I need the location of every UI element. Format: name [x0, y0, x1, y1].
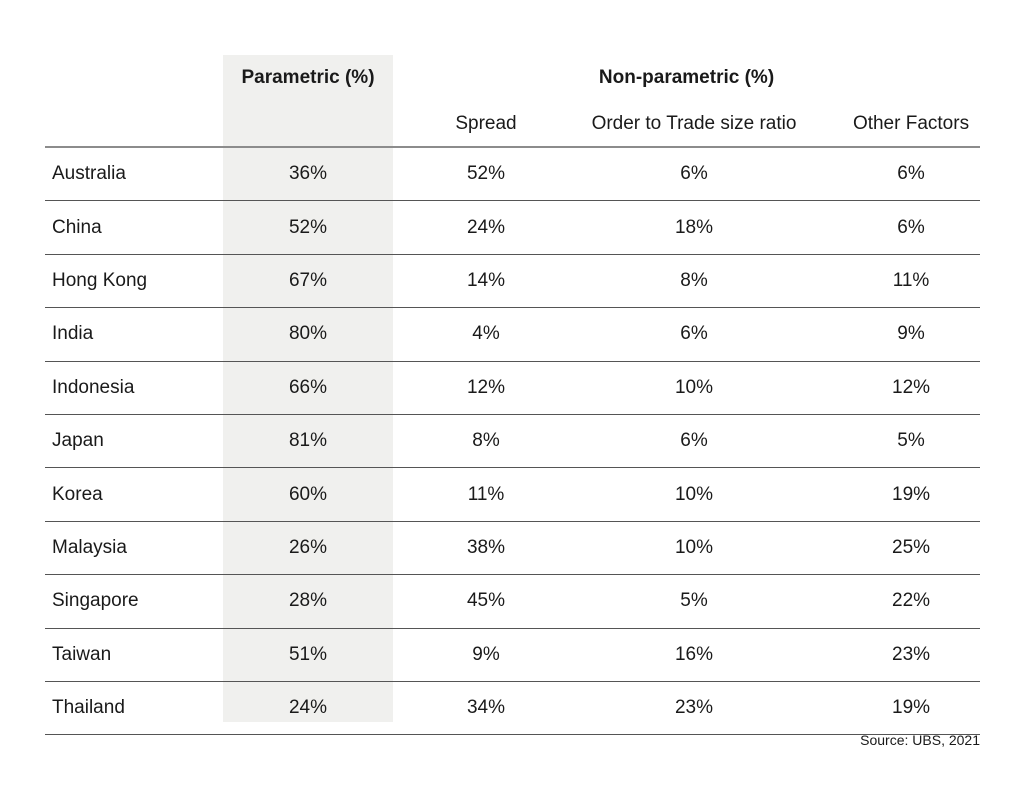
value-cell: 9% — [393, 628, 579, 682]
table-row: China 52% 24% 18% 6% — [45, 200, 981, 255]
country-cell: Hong Kong — [45, 254, 223, 309]
spacer-cell — [223, 101, 393, 148]
source-note: Source: UBS, 2021 — [860, 732, 980, 748]
value-cell: 19% — [809, 467, 981, 522]
value-cell: 52% — [223, 200, 393, 255]
value-cell: 38% — [393, 521, 579, 576]
value-cell: 4% — [393, 307, 579, 362]
value-cell: 66% — [223, 361, 393, 415]
table-body: Australia 36% 52% 6% 6% China 52% 24% 18% 6% Hong … — [45, 147, 981, 736]
country-cell: Indonesia — [45, 361, 223, 415]
subheader-order-to-trade-size-ratio: Order to Trade size ratio — [579, 101, 809, 148]
value-cell: 25% — [809, 521, 981, 576]
table-row: Hong Kong 67% 14% 8% 11% — [45, 254, 981, 309]
value-cell: 6% — [809, 147, 981, 202]
value-cell: 6% — [579, 147, 809, 202]
value-cell: 14% — [393, 254, 579, 309]
table-row: Japan 81% 8% 6% 5% — [45, 414, 981, 469]
value-cell: 81% — [223, 414, 393, 469]
value-cell: 11% — [809, 254, 981, 309]
group-header-row: Parametric (%) Non-parametric (%) — [45, 55, 980, 101]
sub-header-row: Spread Order to Trade size ratio Other F… — [45, 101, 981, 148]
value-cell: 80% — [223, 307, 393, 362]
table-row: India 80% 4% 6% 9% — [45, 307, 981, 362]
value-cell: 16% — [579, 628, 809, 682]
table-row: Korea 60% 11% 10% 19% — [45, 467, 981, 522]
country-cell: India — [45, 307, 223, 362]
subheader-other-factors: Other Factors — [809, 101, 981, 148]
subheader-spread: Spread — [393, 101, 579, 148]
value-cell: 10% — [579, 467, 809, 522]
value-cell: 6% — [579, 307, 809, 362]
value-cell: 5% — [809, 414, 981, 469]
value-cell: 67% — [223, 254, 393, 309]
table-row: Indonesia 66% 12% 10% 12% — [45, 361, 981, 415]
table-row: Malaysia 26% 38% 10% 25% — [45, 521, 981, 576]
country-cell: Malaysia — [45, 521, 223, 576]
parametric-header: Parametric (%) — [241, 67, 375, 88]
value-cell: 5% — [579, 574, 809, 629]
value-cell: 22% — [809, 574, 981, 629]
country-cell: Australia — [45, 147, 223, 202]
value-cell: 12% — [393, 361, 579, 415]
value-cell: 10% — [579, 361, 809, 415]
value-cell: 10% — [579, 521, 809, 576]
value-cell: 26% — [223, 521, 393, 576]
table-row: Taiwan 51% 9% 16% 23% — [45, 628, 981, 682]
value-cell: 23% — [809, 628, 981, 682]
value-cell: 8% — [393, 414, 579, 469]
country-cell: Thailand — [45, 681, 223, 736]
country-cell: Taiwan — [45, 628, 223, 682]
value-cell: 24% — [223, 681, 393, 736]
value-cell: 11% — [393, 467, 579, 522]
value-cell: 8% — [579, 254, 809, 309]
value-cell: 60% — [223, 467, 393, 522]
country-cell: Japan — [45, 414, 223, 469]
value-cell: 19% — [809, 681, 981, 736]
table-row: Singapore 28% 45% 5% 22% — [45, 574, 981, 629]
value-cell: 6% — [579, 414, 809, 469]
value-cell: 28% — [223, 574, 393, 629]
value-cell: 45% — [393, 574, 579, 629]
value-cell: 34% — [393, 681, 579, 736]
value-cell: 52% — [393, 147, 579, 202]
value-cell: 51% — [223, 628, 393, 682]
value-cell: 24% — [393, 200, 579, 255]
country-cell: China — [45, 200, 223, 255]
value-cell: 18% — [579, 200, 809, 255]
value-cell: 6% — [809, 200, 981, 255]
spacer-cell — [45, 101, 223, 148]
value-cell: 23% — [579, 681, 809, 736]
value-cell: 9% — [809, 307, 981, 362]
table-row: Australia 36% 52% 6% 6% — [45, 147, 981, 202]
value-cell: 36% — [223, 147, 393, 202]
spacer-cell — [45, 55, 223, 101]
country-cell: Singapore — [45, 574, 223, 629]
value-cell: 12% — [809, 361, 981, 415]
data-table: Parametric (%) Non-parametric (%) Spread… — [45, 55, 981, 736]
table-row: Thailand 24% 34% 23% 19% — [45, 681, 981, 736]
non-parametric-header: Non-parametric (%) — [598, 67, 775, 88]
country-cell: Korea — [45, 467, 223, 522]
